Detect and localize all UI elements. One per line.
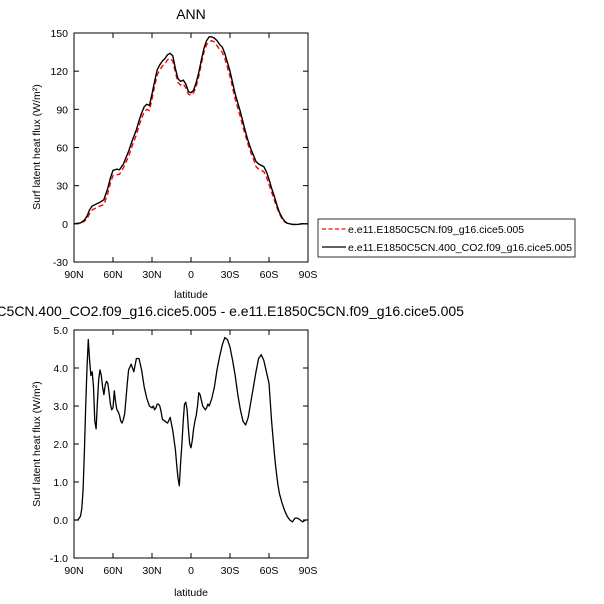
series-line-control xyxy=(74,39,308,226)
x-tick-label: 30S xyxy=(221,565,240,577)
series-line-co2 xyxy=(74,36,308,226)
top-panel: ANN -30 0 30 60 90 120 150 90N 60N 30N 0 30S 60S 90S… xyxy=(31,6,317,301)
y-tick-label: 90 xyxy=(56,104,68,116)
top-plot-frame xyxy=(73,32,309,263)
bottom-x-axis-label: latitude xyxy=(174,587,208,599)
bottom-y-axis-label: Surf latent heat flux (W/m²) xyxy=(31,381,43,506)
y-tick-label: 150 xyxy=(50,28,68,40)
y-tick-label: 3.0 xyxy=(53,401,68,413)
y-tick-label: 0 xyxy=(62,219,68,231)
y-tick-label: 1.0 xyxy=(53,477,68,489)
legend-box xyxy=(317,218,576,258)
x-tick-label: 90N xyxy=(64,565,83,577)
y-tick-label: 60 xyxy=(56,143,68,155)
bottom-chart-title: e.e11.E1850C5CN.400_CO2.f09_g16.cice5.00… xyxy=(0,303,464,319)
legend-label-co2: e.e11.E1850C5CN.400_CO2.f09_g16.cice5.00… xyxy=(348,242,572,254)
y-tick-label: 4.0 xyxy=(53,363,68,375)
x-tick-label: 60N xyxy=(103,269,122,281)
y-tick-label: 5.0 xyxy=(53,325,68,337)
series-line-difference xyxy=(74,336,308,523)
y-tick-label: -30 xyxy=(53,257,68,269)
y-tick-label: -1.0 xyxy=(50,553,68,565)
x-tick-label: 90S xyxy=(299,269,318,281)
legend-label-control: e.e11.E1850C5CN.f09_g16.cice5.005 xyxy=(348,224,524,236)
x-tick-label: 60S xyxy=(260,269,279,281)
top-chart-title: ANN xyxy=(176,6,206,22)
x-tick-label: 30N xyxy=(142,565,161,577)
x-tick-label: 30S xyxy=(221,269,240,281)
top-x-axis-label: latitude xyxy=(174,289,208,301)
x-tick-label: 0 xyxy=(188,565,194,577)
bottom-panel: e.e11.E1850C5CN.400_CO2.f09_g16.cice5.00… xyxy=(0,303,464,599)
x-tick-label: 60S xyxy=(260,565,279,577)
y-tick-label: 0.0 xyxy=(53,515,68,527)
x-tick-label: 90S xyxy=(299,565,318,577)
y-tick-label: 30 xyxy=(56,181,68,193)
x-tick-label: 30N xyxy=(142,269,161,281)
y-tick-label: 2.0 xyxy=(53,439,68,451)
legend: e.e11.E1850C5CN.f09_g16.cice5.005 e.e11.… xyxy=(317,218,576,258)
x-tick-label: 90N xyxy=(64,269,83,281)
x-tick-label: 0 xyxy=(188,269,194,281)
x-tick-label: 60N xyxy=(103,565,122,577)
y-tick-label: 120 xyxy=(50,66,68,78)
top-y-axis-label: Surf latent heat flux (W/m²) xyxy=(31,84,43,209)
